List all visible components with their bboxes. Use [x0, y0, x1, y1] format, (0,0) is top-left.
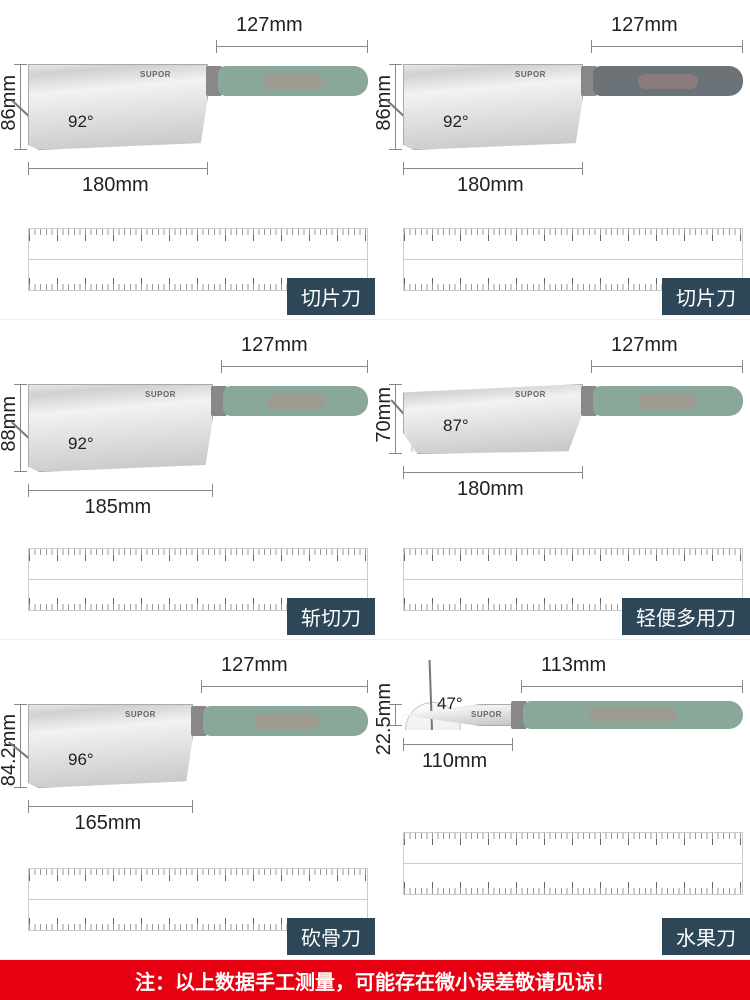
handle — [223, 386, 368, 416]
height-label: 86mm — [373, 75, 396, 131]
blade — [403, 64, 583, 150]
dim-handle — [221, 366, 368, 367]
handle-length: 113mm — [541, 654, 606, 677]
handle — [593, 386, 743, 416]
blade-length: 180mm — [82, 174, 149, 197]
dim-handle — [521, 686, 743, 687]
angle-label: 87° — [443, 416, 469, 436]
handle — [593, 66, 743, 96]
dim-blade — [403, 472, 583, 473]
blade-length: 180mm — [457, 174, 524, 197]
knife-cell-1: 127mm 86mm SUPOR 92° 180mm 切片刀 — [375, 0, 750, 320]
ruler-top — [28, 548, 368, 580]
handle-length: 127mm — [241, 334, 308, 357]
ruler-top — [28, 868, 368, 900]
handle-length: 127mm — [611, 14, 678, 37]
knife-name-tag: 水果刀 — [662, 918, 750, 955]
handle-inset — [253, 714, 319, 729]
handle — [218, 66, 368, 96]
blade — [28, 384, 213, 472]
knife-name-tag: 切片刀 — [662, 278, 750, 315]
brand-label: SUPOR — [515, 70, 546, 79]
angle-label: 96° — [68, 750, 94, 770]
brand-label: SUPOR — [140, 70, 171, 79]
ruler-top — [28, 228, 368, 260]
dim-blade — [28, 168, 208, 169]
dim-blade — [28, 806, 193, 807]
dim-handle — [216, 46, 368, 47]
knife-name-tag: 斩切刀 — [287, 598, 375, 635]
ruler-top — [403, 548, 743, 580]
footer-note: 注：以上数据手工测量，可能存在微小误差敬请见谅！ — [0, 960, 750, 1000]
handle — [523, 701, 743, 729]
handle-length: 127mm — [221, 654, 288, 677]
dim-handle — [201, 686, 368, 687]
dim-handle — [591, 366, 743, 367]
height-label: 22.5mm — [373, 683, 396, 755]
blade — [403, 384, 583, 454]
height-label: 86mm — [0, 75, 21, 131]
handle-inset — [638, 74, 698, 89]
angle-label: 92° — [68, 112, 94, 132]
knife-cell-5: 113mm 22.5mm SUPOR 47° 110mm 水果刀 — [375, 640, 750, 960]
handle-length: 127mm — [236, 14, 303, 37]
handle-inset — [638, 394, 698, 409]
brand-label: SUPOR — [145, 390, 176, 399]
footer-text: 注：以上数据手工测量，可能存在微小误差敬请见谅！ — [135, 966, 615, 995]
knife-cell-0: 127mm 86mm SUPOR 92° 180mm 切片刀 — [0, 0, 375, 320]
handle-length: 127mm — [611, 334, 678, 357]
dim-blade — [403, 168, 583, 169]
blade — [28, 704, 193, 788]
brand-label: SUPOR — [471, 710, 502, 719]
handle-inset — [263, 74, 323, 89]
handle-inset — [267, 394, 325, 409]
angle-label: 92° — [68, 434, 94, 454]
brand-label: SUPOR — [515, 390, 546, 399]
blade-length: 165mm — [75, 812, 142, 835]
knife-cell-3: 127mm 70mm SUPOR 87° 180mm 轻便多用刀 — [375, 320, 750, 640]
handle — [203, 706, 368, 736]
dim-blade — [28, 490, 213, 491]
height-label: 88mm — [0, 396, 21, 452]
blade-length: 110mm — [422, 750, 487, 773]
knife-name-tag: 切片刀 — [287, 278, 375, 315]
ruler-bottom — [403, 863, 743, 895]
knife-name-tag: 砍骨刀 — [287, 918, 375, 955]
height-label: 70mm — [373, 387, 396, 443]
dim-blade — [403, 744, 513, 745]
blade-length: 180mm — [457, 478, 524, 501]
knife-cell-4: 127mm84.2mm SUPOR 96°165mm砍骨刀 — [0, 640, 375, 960]
knife-name-tag: 轻便多用刀 — [622, 598, 750, 635]
handle-inset — [589, 708, 677, 722]
brand-label: SUPOR — [125, 710, 156, 719]
blade-length: 185mm — [85, 496, 152, 519]
blade — [28, 64, 208, 150]
angle-label: 47° — [437, 694, 463, 714]
ruler-top — [403, 228, 743, 260]
dim-handle — [591, 46, 743, 47]
knife-cell-2: 127mm 88mm SUPOR 92° 185mm 斩切刀 — [0, 320, 375, 640]
knife: SUPOR — [403, 384, 743, 514]
ruler-top — [403, 832, 743, 864]
angle-label: 92° — [443, 112, 469, 132]
